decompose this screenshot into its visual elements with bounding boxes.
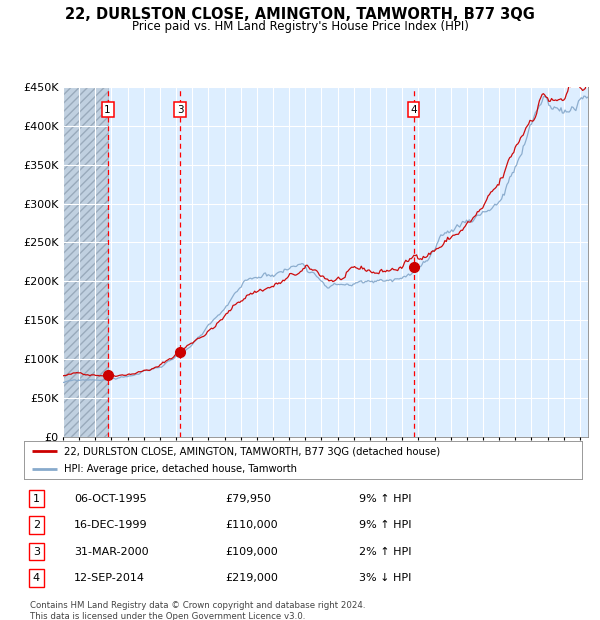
Text: 22, DURLSTON CLOSE, AMINGTON, TAMWORTH, B77 3QG: 22, DURLSTON CLOSE, AMINGTON, TAMWORTH, …	[65, 7, 535, 22]
Text: Price paid vs. HM Land Registry's House Price Index (HPI): Price paid vs. HM Land Registry's House …	[131, 20, 469, 33]
Text: £109,000: £109,000	[225, 547, 278, 557]
Text: 4: 4	[410, 105, 417, 115]
Text: HPI: Average price, detached house, Tamworth: HPI: Average price, detached house, Tamw…	[64, 464, 297, 474]
Text: 9% ↑ HPI: 9% ↑ HPI	[359, 520, 412, 529]
Text: 3: 3	[177, 105, 184, 115]
Text: 4: 4	[33, 574, 40, 583]
Text: £219,000: £219,000	[225, 574, 278, 583]
Text: 06-OCT-1995: 06-OCT-1995	[74, 494, 147, 503]
Text: 22, DURLSTON CLOSE, AMINGTON, TAMWORTH, B77 3QG (detached house): 22, DURLSTON CLOSE, AMINGTON, TAMWORTH, …	[64, 446, 440, 456]
Text: 1: 1	[104, 105, 111, 115]
Text: Contains HM Land Registry data © Crown copyright and database right 2024.
This d: Contains HM Land Registry data © Crown c…	[30, 601, 365, 620]
Text: 3% ↓ HPI: 3% ↓ HPI	[359, 574, 411, 583]
Text: 1: 1	[33, 494, 40, 503]
Text: 31-MAR-2000: 31-MAR-2000	[74, 547, 149, 557]
Text: £110,000: £110,000	[225, 520, 278, 529]
Text: 2% ↑ HPI: 2% ↑ HPI	[359, 547, 412, 557]
Bar	[63, 87, 107, 437]
Text: £79,950: £79,950	[225, 494, 271, 503]
Text: 12-SEP-2014: 12-SEP-2014	[74, 574, 145, 583]
Text: 16-DEC-1999: 16-DEC-1999	[74, 520, 148, 529]
Text: 9% ↑ HPI: 9% ↑ HPI	[359, 494, 412, 503]
Text: 3: 3	[33, 547, 40, 557]
Text: 2: 2	[33, 520, 40, 529]
